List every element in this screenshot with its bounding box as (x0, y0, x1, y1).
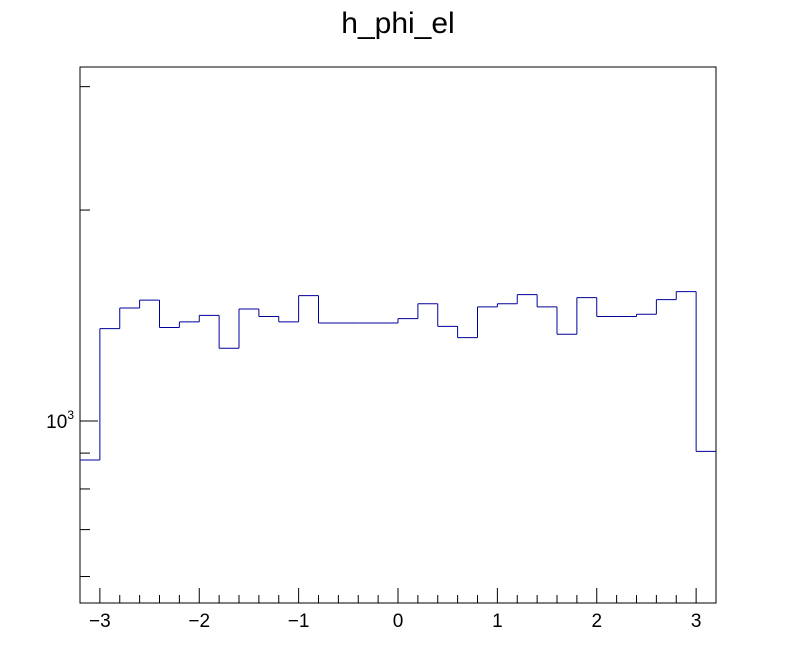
x-tick-label: 1 (492, 611, 503, 632)
x-tick-label: −3 (89, 611, 111, 632)
x-axis: −3 −2 −1 0 1 2 3 (79, 588, 717, 632)
x-tick-label: −2 (188, 611, 210, 632)
histogram-bins (80, 291, 716, 461)
x-tick-label: 2 (591, 611, 602, 632)
chart-title: h_phi_el (341, 7, 454, 40)
x-tick-label: 0 (393, 611, 404, 632)
x-tick-label: 3 (691, 611, 702, 632)
x-tick-label: −1 (288, 611, 310, 632)
plot-frame (79, 66, 717, 604)
y-tick-label: 103 (46, 408, 74, 433)
y-axis: 103 (46, 86, 98, 578)
